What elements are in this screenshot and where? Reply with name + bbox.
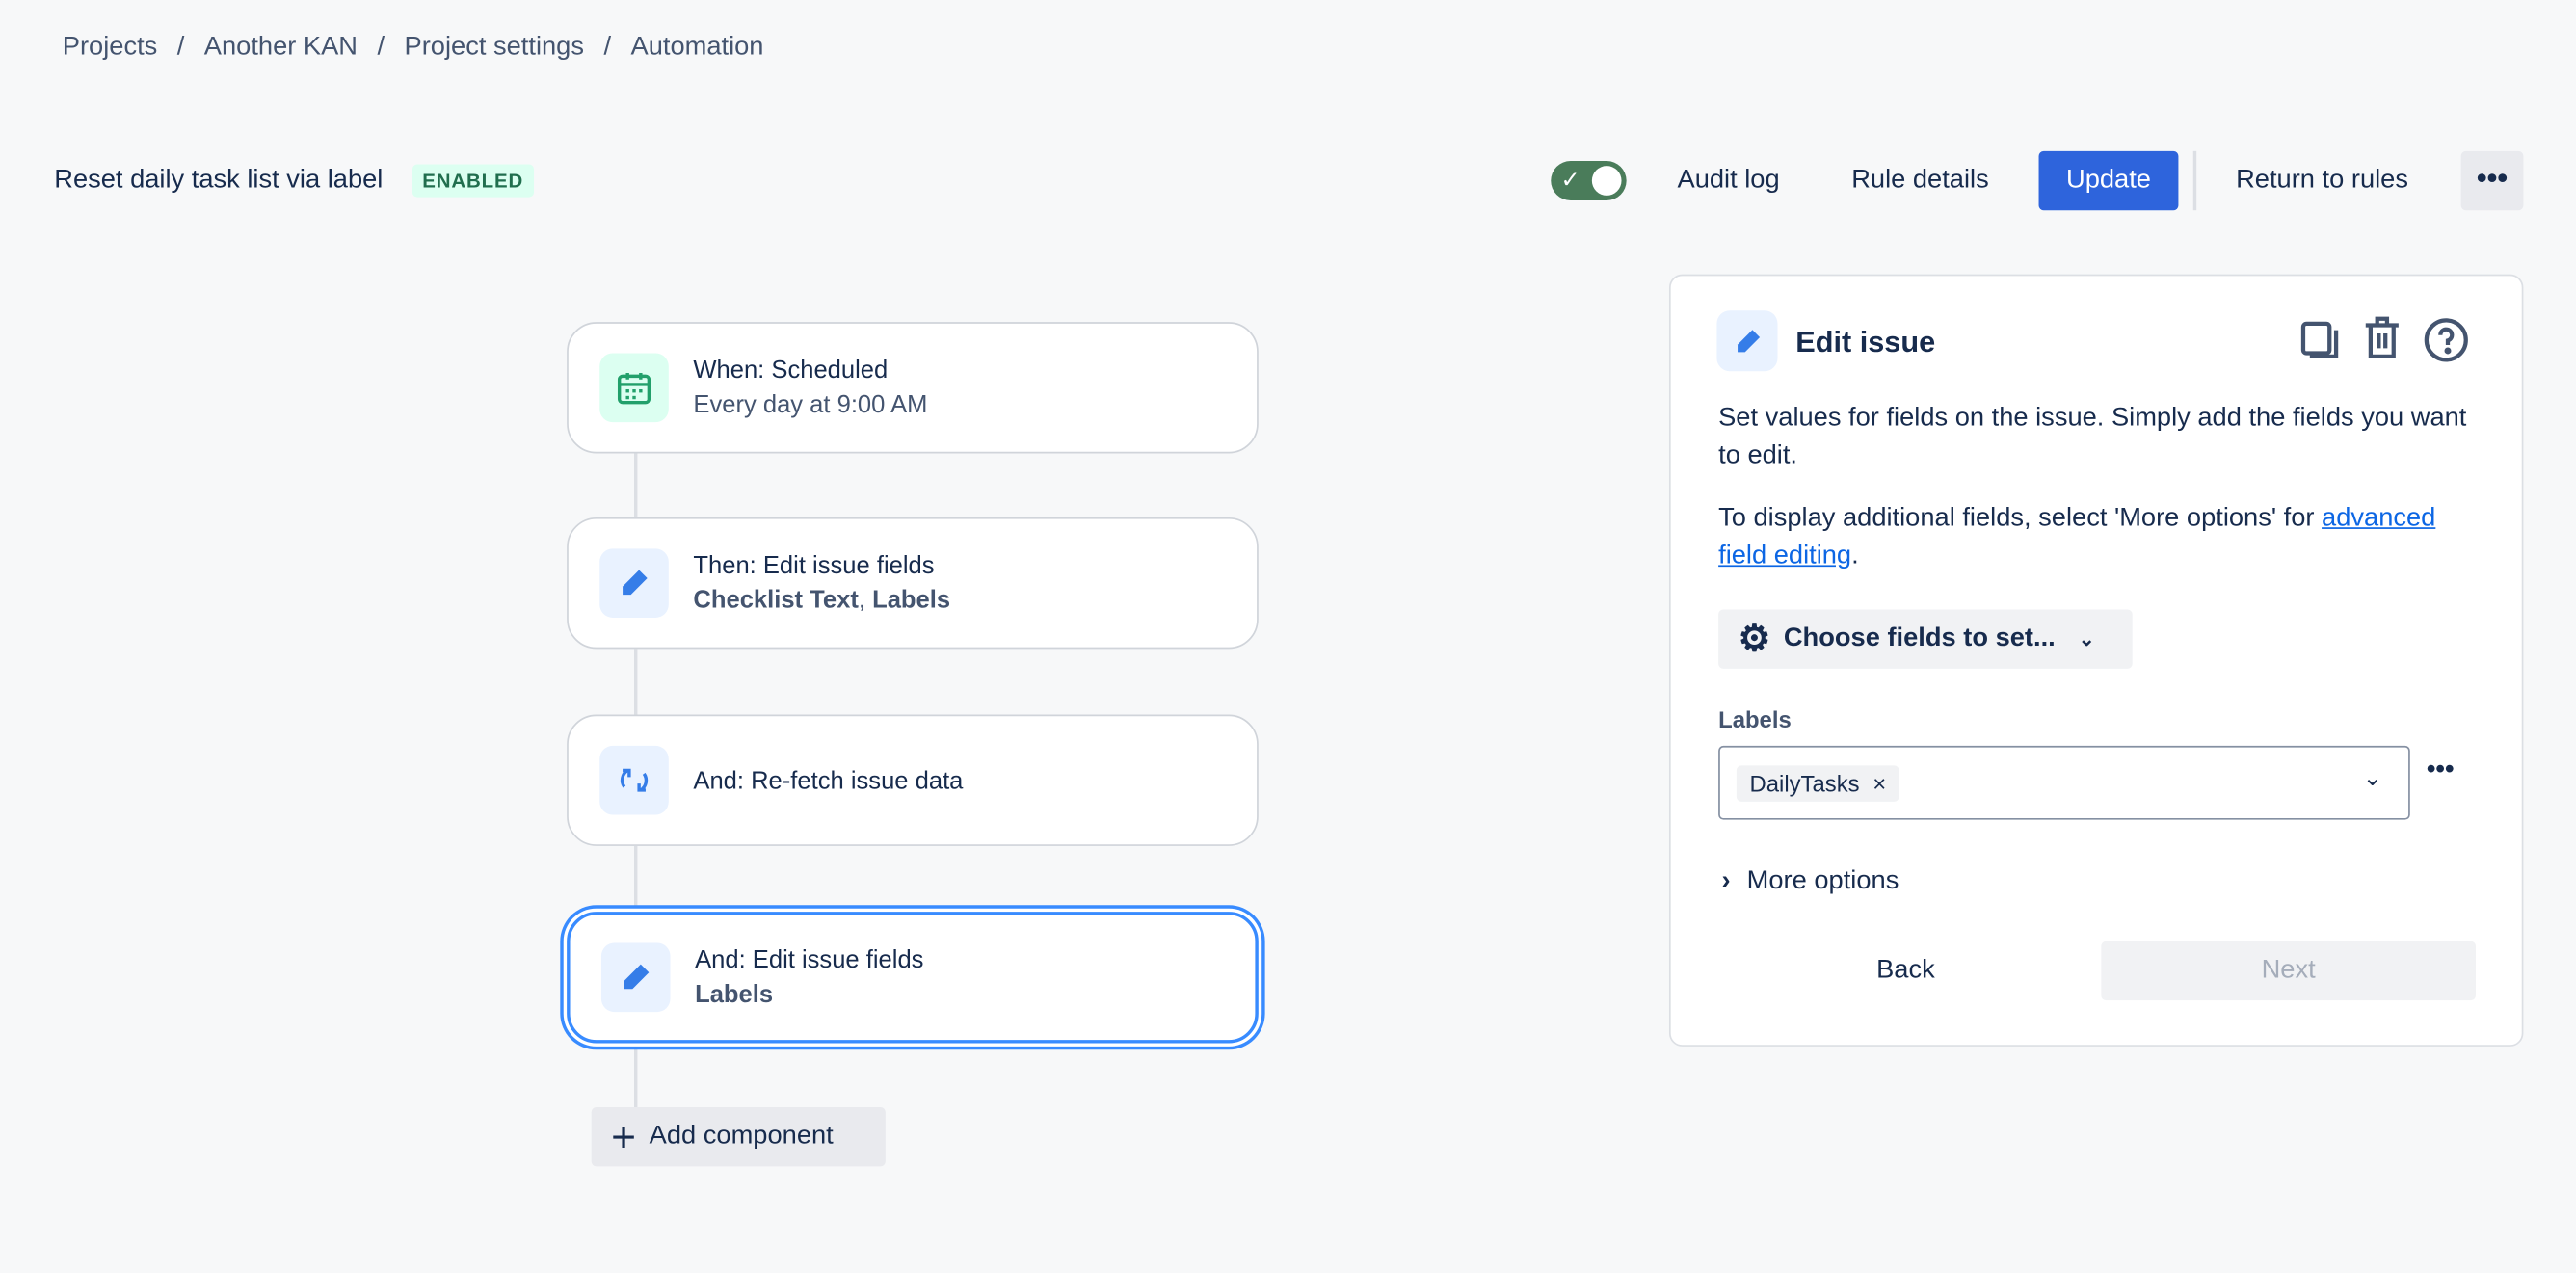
card-title: And: Edit issue fields [695, 945, 924, 974]
flow-trigger-card[interactable]: When: Scheduled Every day at 9:00 AM [567, 322, 1259, 454]
card-subtitle: Labels [695, 980, 774, 1009]
card-title: And: Re-fetch issue data [693, 766, 964, 795]
add-component-label: Add component [649, 1122, 834, 1151]
choose-fields-label: Choose fields to set... [1783, 623, 2056, 652]
panel-description: Set values for fields on the issue. Simp… [1718, 404, 2467, 470]
back-button[interactable]: Back [1876, 956, 1935, 985]
flow-action-card[interactable]: Then: Edit issue fields Checklist Text, L… [567, 517, 1259, 650]
flow-action-card-selected[interactable]: And: Edit issue fields Labels [567, 912, 1259, 1044]
refresh-icon [599, 745, 669, 815]
panel-description-advanced: To display additional fields, select 'Mo… [1718, 499, 2490, 574]
card-subtitle-field: Labels [872, 586, 951, 615]
chevron-down-icon: ⌄ [2078, 627, 2095, 651]
more-actions-button[interactable]: ••• [2460, 150, 2524, 211]
edit-issue-panel: Edit issue Set values for fields on the … [1668, 274, 2524, 1047]
trash-icon[interactable] [2361, 315, 2403, 369]
chip-text: DailyTasks [1749, 769, 1860, 796]
rule-details-button[interactable]: Rule details [1851, 166, 1989, 195]
labels-select[interactable]: DailyTasks × ⌄ [1718, 745, 2410, 820]
label-chip: DailyTasks × [1736, 764, 1899, 802]
help-icon[interactable] [2423, 317, 2469, 371]
status-badge: ENABLED [412, 164, 534, 198]
text: To display additional fields, select 'Mo… [1718, 504, 2323, 533]
next-button[interactable]: Next [2101, 941, 2476, 1001]
update-button[interactable]: Update [2038, 150, 2179, 211]
panel-title: Edit issue [1795, 325, 1936, 358]
breadcrumb-automation[interactable]: Automation [630, 33, 764, 62]
choose-fields-button[interactable]: ⚙ Choose fields to set... ⌄ [1718, 609, 2133, 669]
advanced-field-editing-link[interactable]: advanced field editing [1718, 504, 2436, 570]
labels-field-label: Labels [1718, 706, 1792, 733]
pencil-icon [599, 548, 669, 618]
field-more-button[interactable]: ••• [2426, 756, 2455, 784]
connector [634, 453, 638, 519]
breadcrumb-projects[interactable]: Projects [62, 33, 158, 62]
gear-icon: ⚙ [1738, 617, 1771, 659]
remove-chip-icon[interactable]: × [1872, 769, 1887, 796]
card-subtitle-field: Checklist Text [693, 586, 859, 615]
divider [2192, 150, 2197, 211]
flow-action-card[interactable]: And: Re-fetch issue data [567, 714, 1259, 846]
pencil-icon [600, 942, 671, 1013]
add-component-button[interactable]: + Add component [591, 1106, 886, 1167]
breadcrumb-project[interactable]: Another KAN [203, 33, 359, 62]
separator: , [858, 586, 873, 615]
breadcrumb: Projects / Another KAN / Project settings /… [62, 33, 764, 62]
connector [634, 1043, 638, 1109]
rule-name: Reset daily task list via label [54, 166, 384, 195]
card-title: Then: Edit issue fields [693, 551, 935, 580]
period: . [1851, 542, 1859, 570]
connector [634, 649, 638, 715]
breadcrumb-settings[interactable]: Project settings [404, 33, 584, 62]
card-subtitle: Every day at 9:00 AM [693, 390, 928, 419]
chevron-down-icon[interactable]: ⌄ [2362, 763, 2382, 790]
more-options-label: More options [1746, 867, 1899, 896]
connector [634, 845, 638, 913]
rule-enabled-toggle[interactable]: ✓ [1551, 161, 1627, 200]
plus-icon: + [611, 1112, 637, 1162]
chevron-right-icon: › [1721, 867, 1731, 896]
more-options-toggle[interactable]: › More options [1722, 867, 1899, 897]
rule-header: Reset daily task list via label ENABLED [54, 164, 534, 198]
return-to-rules-button[interactable]: Return to rules [2236, 166, 2408, 195]
check-icon: ✓ [1560, 166, 1580, 193]
card-title: When: Scheduled [693, 356, 889, 385]
pencil-icon [1716, 310, 1778, 372]
calendar-icon [599, 353, 669, 423]
audit-log-button[interactable]: Audit log [1677, 166, 1780, 195]
duplicate-icon[interactable] [2298, 319, 2341, 370]
